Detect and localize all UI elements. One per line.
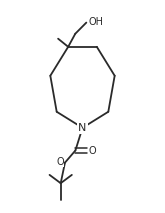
Text: OH: OH <box>88 17 103 27</box>
Text: O: O <box>56 157 64 167</box>
Text: O: O <box>89 145 96 155</box>
Text: N: N <box>78 123 87 133</box>
